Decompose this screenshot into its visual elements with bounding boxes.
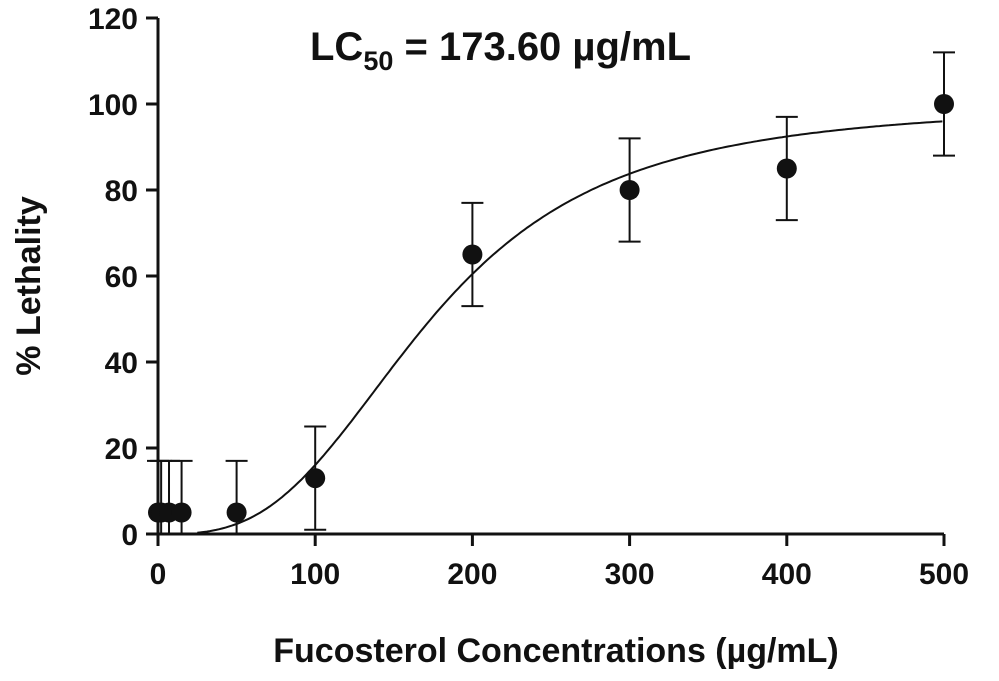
fit-curve: [197, 120, 943, 534]
y-axis-ticks: 0 20 40 60 80 100 120: [88, 3, 158, 552]
x-tick-label: 100: [290, 558, 340, 591]
data-point: [305, 468, 326, 489]
y-tick-label: 0: [121, 519, 138, 552]
title-prefix: LC: [310, 25, 363, 69]
data-points: [148, 94, 954, 523]
title-subscript: 50: [363, 46, 393, 76]
y-axis-title: % Lethality: [10, 196, 48, 376]
chart-title: LC50 = 173.60 µg/mL: [310, 25, 691, 76]
y-tick-label: 40: [105, 347, 138, 380]
y-tick-label: 20: [105, 433, 138, 466]
data-point: [934, 94, 954, 114]
x-tick-label: 0: [150, 558, 167, 591]
data-point: [462, 244, 483, 265]
data-point: [171, 502, 192, 523]
y-tick-label: 100: [88, 89, 138, 122]
x-tick-label: 300: [605, 558, 655, 591]
data-point: [226, 502, 247, 523]
y-tick-label: 60: [105, 261, 138, 294]
y-tick-label: 120: [88, 3, 138, 36]
x-tick-label: 500: [919, 558, 969, 591]
error-bars: [147, 51, 955, 534]
x-tick-label: 200: [447, 558, 497, 591]
x-axis-title: Fucosterol Concentrations (µg/mL): [273, 632, 839, 670]
error-bar: [170, 459, 193, 534]
x-axis-ticks: 0 100 200 300 400 500: [150, 534, 969, 591]
title-suffix: = 173.60 µg/mL: [393, 25, 691, 69]
data-point: [776, 158, 797, 179]
data-point: [619, 180, 640, 200]
x-tick-label: 400: [762, 558, 812, 591]
error-bar: [147, 459, 169, 534]
y-tick-label: 80: [105, 175, 138, 208]
error-bar: [225, 459, 248, 534]
chart-title-text: LC50 = 173.60 µg/mL: [310, 25, 691, 76]
